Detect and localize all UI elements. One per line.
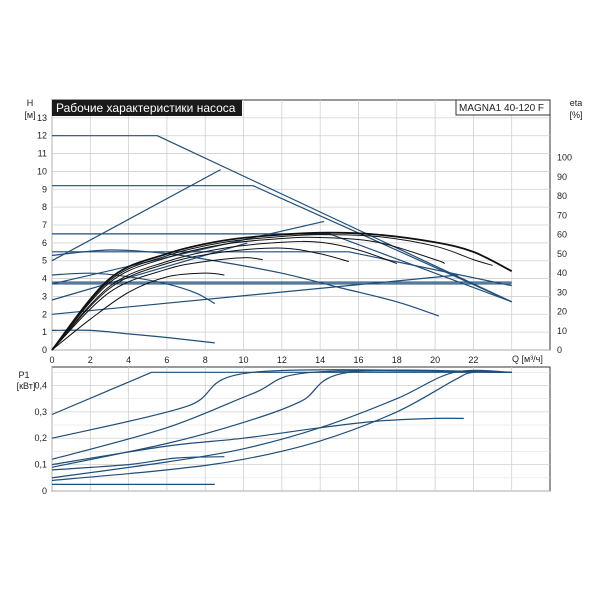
flow-tick-label: 18 <box>392 355 402 365</box>
head-curve-7 <box>51 220 325 285</box>
power-curve-2 <box>51 370 512 460</box>
head-tick-label: 9 <box>42 184 47 194</box>
power-curve-3 <box>51 369 512 468</box>
bottom-grid <box>51 367 550 492</box>
power-axis-tick-labels: 0 0,1 0,2 0,3 0,4 <box>34 380 47 496</box>
efficiency-curve-0 <box>51 231 513 351</box>
power-curve-5 <box>51 371 512 481</box>
top-grid <box>51 100 550 351</box>
power-tick-label: 0 <box>42 486 47 496</box>
power-axis-label: P1 <box>18 370 29 380</box>
model-label: MAGNA1 40-120 F <box>459 103 544 114</box>
flow-tick-label: 22 <box>468 355 478 365</box>
flow-axis-tick-labels: 0 2 4 6 8 10 12 14 16 18 20 22 <box>49 355 478 365</box>
head-curve-9 <box>51 274 459 315</box>
efficiency-tick-label: 80 <box>557 191 567 201</box>
flow-tick-label: 8 <box>203 355 208 365</box>
efficiency-axis-label: eta <box>570 98 583 108</box>
head-tick-label: 1 <box>42 327 47 337</box>
chart-title: Рабочие характеристики насоса <box>56 101 236 115</box>
efficiency-tick-label: 0 <box>557 345 562 355</box>
efficiency-curve-4 <box>51 247 350 351</box>
power-tick-label: 0,3 <box>34 407 47 417</box>
head-tick-label: 7 <box>42 220 47 230</box>
head-tick-label: 2 <box>42 309 47 319</box>
head-tick-label: 12 <box>37 131 47 141</box>
flow-tick-label: 20 <box>430 355 440 365</box>
head-tick-label: 0 <box>42 345 47 355</box>
efficiency-tick-label: 100 <box>557 153 572 163</box>
flow-axis-label: Q [м³/ч] <box>512 354 543 364</box>
head-axis-unit: [м] <box>24 110 35 120</box>
power-panel: 0 0,1 0,2 0,3 0,4 P1 [кВт] <box>17 366 551 496</box>
head-curve-10 <box>51 249 440 317</box>
efficiency-axis-tick-labels: 0 10 20 30 40 50 60 70 80 90 100 <box>557 153 572 355</box>
head-tick-label: 4 <box>42 274 47 284</box>
flow-tick-label: 0 <box>49 355 54 365</box>
head-tick-label: 6 <box>42 238 47 248</box>
head-tick-label: 8 <box>42 202 47 212</box>
efficiency-tick-label: 30 <box>557 287 567 297</box>
efficiency-curve-5 <box>51 257 263 351</box>
head-curve-12 <box>51 329 215 344</box>
efficiency-curve-2 <box>51 236 445 351</box>
efficiency-curve-3 <box>51 240 397 351</box>
model-box <box>455 99 551 116</box>
power-axis-unit: [кВт] <box>17 381 36 391</box>
flow-tick-label: 16 <box>353 355 363 365</box>
head-curve-6 <box>51 169 221 262</box>
head-curve-11 <box>51 272 216 305</box>
head-curve-2 <box>52 233 512 303</box>
power-tick-label: 0,1 <box>34 460 47 470</box>
title-background <box>52 100 242 116</box>
head-axis-label: H <box>27 98 34 108</box>
power-curves <box>51 369 512 485</box>
power-curve-7 <box>51 456 225 471</box>
head-tick-label: 5 <box>42 256 47 266</box>
flow-tick-label: 12 <box>277 355 287 365</box>
power-curve-0 <box>51 371 512 416</box>
efficiency-tick-label: 40 <box>557 268 567 278</box>
head-tick-label: 10 <box>37 166 47 176</box>
efficiency-curves <box>51 231 513 351</box>
power-tick-label: 0,4 <box>34 380 47 390</box>
head-curve-8 <box>51 242 248 301</box>
efficiency-axis-unit: [%] <box>569 110 582 120</box>
efficiency-tick-label: 60 <box>557 230 567 240</box>
head-tick-label: 13 <box>37 113 47 123</box>
flow-tick-label: 6 <box>164 355 169 365</box>
efficiency-curve-1 <box>51 234 493 351</box>
flow-tick-label: 4 <box>126 355 131 365</box>
efficiency-tick-label: 50 <box>557 249 567 259</box>
efficiency-curve-6 <box>51 272 225 351</box>
flow-tick-label: 14 <box>315 355 325 365</box>
efficiency-tick-label: 20 <box>557 307 567 317</box>
power-tick-label: 0,2 <box>34 433 47 443</box>
flow-tick-label: 10 <box>239 355 249 365</box>
efficiency-tick-label: 90 <box>557 172 567 182</box>
power-curve-6 <box>51 417 464 466</box>
flow-tick-label: 2 <box>88 355 93 365</box>
efficiency-tick-label: 10 <box>557 326 567 336</box>
head-curve-1 <box>52 185 512 303</box>
efficiency-tick-label: 70 <box>557 210 567 220</box>
head-tick-label: 3 <box>42 291 47 301</box>
head-tick-label: 11 <box>38 149 47 159</box>
